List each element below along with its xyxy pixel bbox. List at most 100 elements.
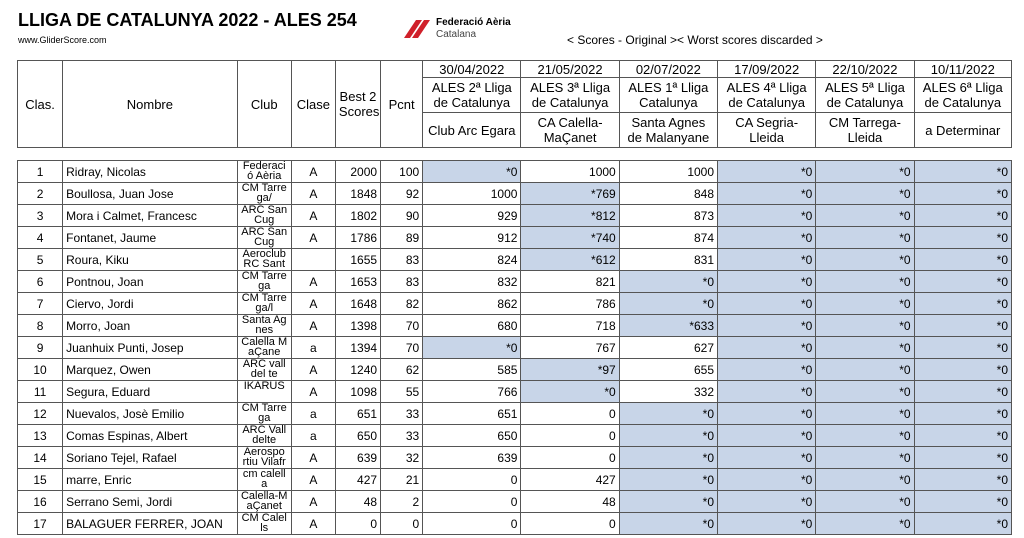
club: Calella MaÇane: [236, 336, 292, 359]
rank: 15: [16, 468, 64, 491]
data-row: 6 Pontnou, Joan CM Tarrega A 1653 83 832 821 *0 *…: [16, 270, 1013, 293]
score: 848: [618, 182, 719, 205]
class: A: [290, 204, 336, 227]
pilot-name: Morro, Joan: [62, 314, 238, 337]
comp-name: ALES 6ª Lliga de Catalunya: [913, 77, 1013, 113]
pilot-name: Comas Espinas, Albert: [62, 424, 238, 447]
score: *812: [520, 204, 620, 227]
score: *0: [815, 270, 915, 293]
score: 1000: [422, 182, 522, 205]
score: *0: [618, 446, 719, 469]
comp-date: 30/04/2022: [422, 60, 522, 78]
data-row: 11 Segura, Eduard IKARUS A 1098 55 766 *0 332 *0 *…: [16, 380, 1013, 403]
score: *0: [913, 226, 1013, 249]
rank: 17: [16, 512, 64, 535]
percent: 89: [380, 226, 424, 249]
data-row: 10 Marquez, Owen ARC valldel te A 1240 62 585 *…: [16, 358, 1013, 381]
score: *0: [717, 402, 817, 425]
class: A: [290, 358, 336, 381]
score: *0: [913, 204, 1013, 227]
score: *0: [717, 292, 817, 315]
club: Santa Agnes: [236, 314, 292, 337]
comp-club: a Determinar: [913, 112, 1013, 148]
score: *0: [815, 468, 915, 491]
rank: 1: [16, 160, 64, 183]
pilot-name: Boullosa, Juan Jose: [62, 182, 238, 205]
score: *0: [717, 160, 817, 183]
pilot-name: Mora i Calmet, Francesc: [62, 204, 238, 227]
best-score: 48: [334, 490, 382, 513]
score: *0: [717, 358, 817, 381]
score: *0: [422, 336, 522, 359]
class: a: [290, 424, 336, 447]
score: *0: [913, 402, 1013, 425]
header-row: Clas. Nombre Club Clase Best 2 Scores Pcnt 30/…: [16, 60, 1013, 148]
score: 821: [520, 270, 620, 293]
score: 585: [422, 358, 522, 381]
percent: 70: [380, 336, 424, 359]
class: A: [290, 468, 336, 491]
score: *0: [913, 358, 1013, 381]
data-row: 8 Morro, Joan Santa Agnes A 1398 70 680 718 *633…: [16, 314, 1013, 337]
score: *0: [913, 424, 1013, 447]
club: CM Calells: [236, 512, 292, 535]
comp-club: CM Tarrega-Lleida: [815, 112, 915, 148]
comp-date: 17/09/2022: [717, 60, 817, 78]
club: ARC San Cug: [236, 226, 292, 249]
data-row: 3 Mora i Calmet, Francesc ARC San Cug A 1802…: [16, 204, 1013, 227]
score: *0: [815, 512, 915, 535]
legend: < Scores - Original >< Worst scores disc…: [567, 33, 823, 47]
score: *0: [815, 182, 915, 205]
percent: 33: [380, 424, 424, 447]
comp-name: ALES 2ª Lliga de Catalunya: [422, 77, 522, 113]
rank: 5: [16, 248, 64, 271]
score: *0: [618, 490, 719, 513]
comp-name: ALES 4ª Lliga de Catalunya: [717, 77, 817, 113]
best-score: 651: [334, 402, 382, 425]
comp-date: 02/07/2022: [618, 60, 719, 78]
best-score: 1802: [334, 204, 382, 227]
class: A: [290, 512, 336, 535]
club: CM Tarrega/l: [236, 292, 292, 315]
header-row: ALES 2ª Lliga de Catalunya ALES 3ª Lliga …: [18, 77, 1013, 113]
club: Aerospo rtiu Vilafr: [236, 446, 292, 469]
comp-club: CA Calella-MaÇanet: [520, 112, 620, 148]
best-score: 1848: [334, 182, 382, 205]
score: 427: [520, 468, 620, 491]
club: IKARUS: [236, 380, 292, 403]
best-score: 1786: [334, 226, 382, 249]
best-score: 639: [334, 446, 382, 469]
best-score: 1098: [334, 380, 382, 403]
site: www.GliderScore.com: [18, 35, 107, 45]
score: 1000: [618, 160, 719, 183]
score: *0: [815, 424, 915, 447]
score: *0: [815, 314, 915, 337]
score: *0: [815, 248, 915, 271]
score: 650: [422, 424, 522, 447]
data-row: 1 Ridray, Nicolas Federació Aèria A 2000 100 *…: [16, 160, 1013, 183]
score: *0: [717, 226, 817, 249]
header-table: Clas. Nombre Club Clase Best 2 Scores Pcnt 30/…: [16, 60, 1013, 148]
pilot-name: Ridray, Nicolas: [62, 160, 238, 183]
comp-club: Santa Agnes de Malanyane: [618, 112, 719, 148]
score: 929: [422, 204, 522, 227]
club: Federació Aèria: [236, 160, 292, 183]
percent: 92: [380, 182, 424, 205]
score: *0: [618, 270, 719, 293]
class: A: [290, 270, 336, 293]
score: 766: [422, 380, 522, 403]
rank: 2: [16, 182, 64, 205]
club: Aeroclub RC Sant: [236, 248, 292, 271]
class: [290, 248, 336, 271]
score: *0: [520, 380, 620, 403]
pilot-name: Serrano Semi, Jordi: [62, 490, 238, 513]
percent: 100: [380, 160, 424, 183]
score: 874: [618, 226, 719, 249]
header-row: Club Arc Egara CA Calella-MaÇanet Santa Ag…: [18, 112, 1013, 148]
score: *0: [618, 292, 719, 315]
club: ARC Valldelte: [236, 424, 292, 447]
percent: 0: [380, 512, 424, 535]
score: *0: [815, 292, 915, 315]
percent: 62: [380, 358, 424, 381]
